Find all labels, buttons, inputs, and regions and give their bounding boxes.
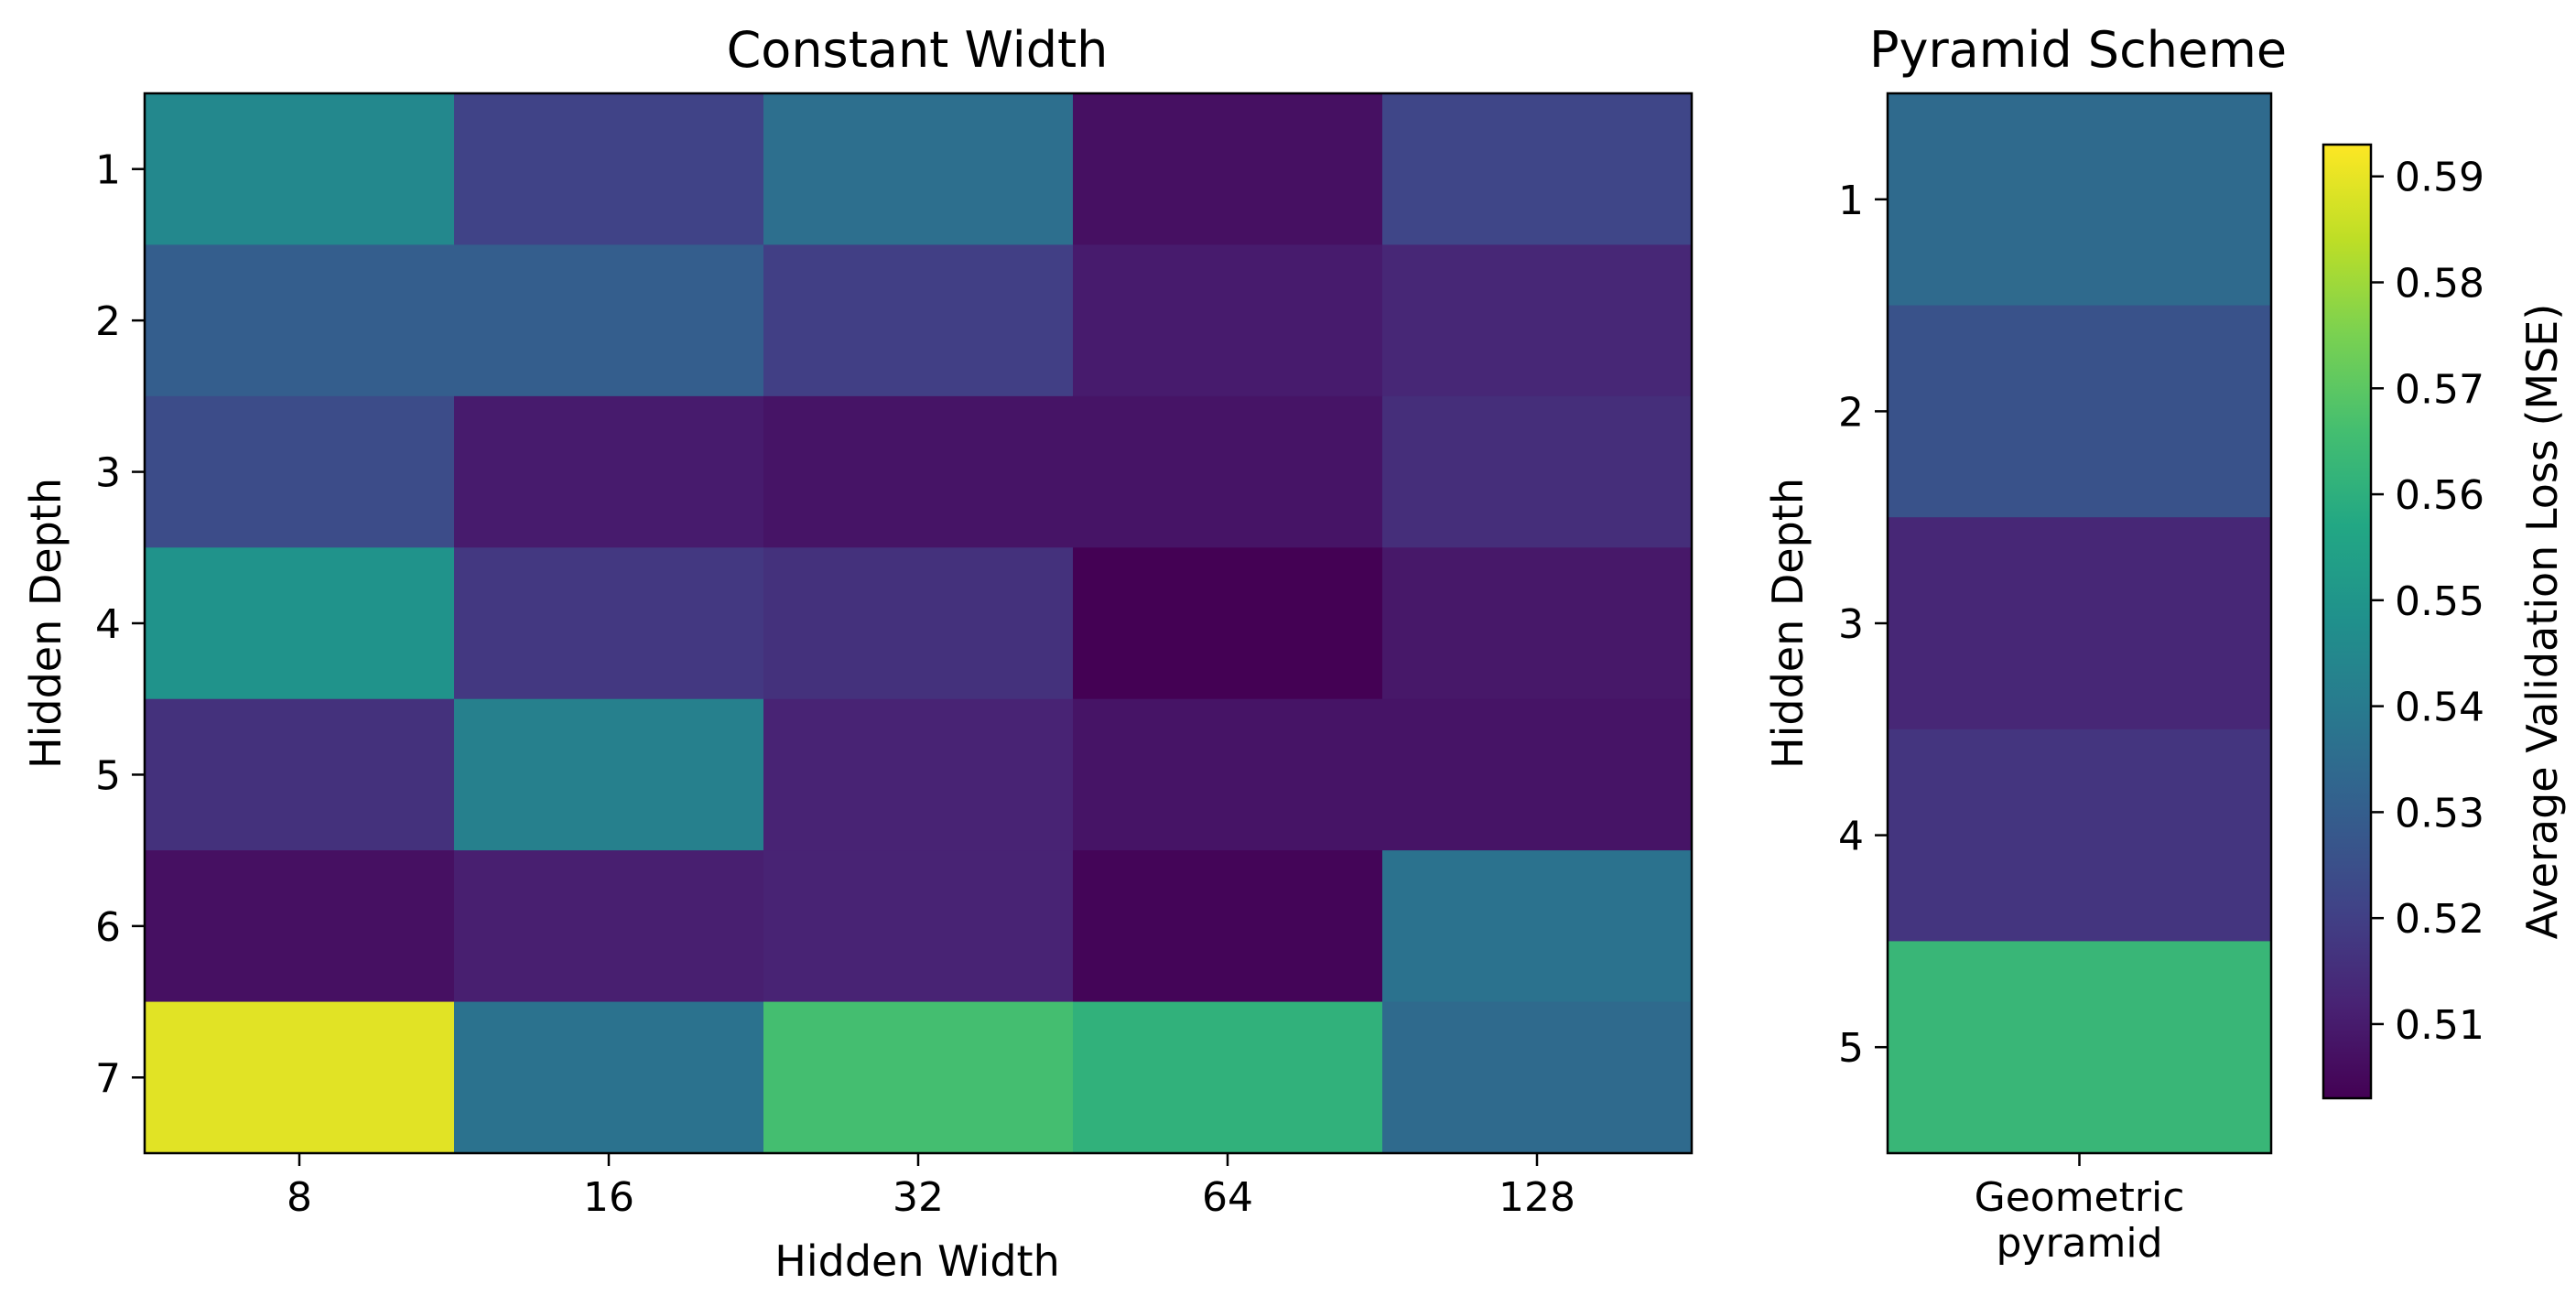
- cell-r6-c5: [1382, 850, 1693, 1003]
- colorbar-tick-label: 0.55: [2395, 578, 2484, 625]
- constant-width-x-label: Hidden Width: [774, 1236, 1060, 1286]
- x-tick-label: 16: [583, 1174, 634, 1221]
- x-tick-label: 64: [1202, 1174, 1253, 1221]
- cell-r4-c4: [1073, 547, 1383, 700]
- cell-r3-c5: [1382, 395, 1693, 548]
- y-tick-label: 1: [95, 147, 121, 194]
- pyramid-scheme-cells: [1888, 93, 2272, 1154]
- cell-r2-c3: [763, 244, 1074, 397]
- cell-r4-c1: [145, 547, 455, 700]
- constant-width-y-label: Hidden Depth: [21, 478, 70, 769]
- y-tick-label: 4: [1838, 814, 1864, 860]
- colorbar-tick-label: 0.59: [2395, 155, 2484, 201]
- y-tick-label: 3: [1838, 601, 1864, 648]
- y-tick-label: 5: [1838, 1025, 1864, 1072]
- y-tick-label: 4: [95, 601, 121, 648]
- cell-r7-c1: [145, 1001, 455, 1154]
- colorbar-frame: [2322, 143, 2373, 1100]
- y-tick-label: 3: [95, 450, 121, 497]
- colorbar-tick-label: 0.53: [2395, 790, 2484, 836]
- cell-r7-c4: [1073, 1001, 1383, 1154]
- cell-r7-c5: [1382, 1001, 1693, 1154]
- cell-r2-c1: [145, 244, 455, 397]
- constant-width-y-ticks: 1 2 3 4 5 6 7: [95, 147, 145, 1102]
- cell-r1-c4: [1073, 93, 1383, 246]
- cell-r5-c1: [145, 698, 455, 851]
- y-tick-label: 1: [1838, 178, 1864, 224]
- y-tick-label: 6: [95, 904, 121, 951]
- pyramid-scheme-title: Pyramid Scheme: [1869, 21, 2287, 79]
- cell-r5-c2: [454, 698, 764, 851]
- constant-width-heatmap: Constant Width 1 2 3 4 5 6 7 8 16 32 64 128 Hidden…: [21, 21, 1694, 1286]
- y-tick-label: 2: [95, 298, 121, 345]
- cell-r2-c2: [454, 244, 764, 397]
- cell-r6-c4: [1073, 850, 1383, 1003]
- cell-r6-c3: [763, 850, 1074, 1003]
- colorbar-tick-label: 0.52: [2395, 896, 2484, 943]
- cell-r2-c5: [1382, 244, 1693, 397]
- colorbar-tick-label: 0.51: [2395, 1002, 2484, 1049]
- y-tick-label: 5: [95, 752, 121, 799]
- constant-width-cells: [145, 93, 1693, 1154]
- cell-r3-c4: [1073, 395, 1383, 548]
- cell-r1-c2: [454, 93, 764, 246]
- cell-r2-c4: [1073, 244, 1383, 397]
- cell-r4-c2: [454, 547, 764, 700]
- x-tick-label: pyramid: [1996, 1220, 2162, 1267]
- colorbar-tick-label: 0.57: [2395, 366, 2484, 413]
- cell-r7-c3: [763, 1001, 1074, 1154]
- colorbar-tick-label: 0.58: [2395, 261, 2484, 308]
- x-tick-label: 32: [893, 1174, 944, 1221]
- cell-r4-c1: [1888, 729, 2272, 942]
- cell-r5-c3: [763, 698, 1074, 851]
- cell-r5-c5: [1382, 698, 1693, 851]
- cell-r1-c1: [145, 93, 455, 246]
- cell-r1-c1: [1888, 93, 2272, 307]
- cell-r3-c1: [1888, 517, 2272, 730]
- cell-r6-c1: [145, 850, 455, 1003]
- cell-r4-c5: [1382, 547, 1693, 700]
- cell-r3-c3: [763, 395, 1074, 548]
- constant-width-x-ticks: 8 16 32 64 128: [287, 1153, 1575, 1221]
- x-tick-label: 8: [287, 1174, 312, 1221]
- colorbar-gradient: [2323, 145, 2371, 1098]
- constant-width-title: Constant Width: [727, 21, 1109, 79]
- cell-r4-c3: [763, 547, 1074, 700]
- y-tick-label: 7: [95, 1055, 121, 1102]
- cell-r3-c1: [145, 395, 455, 548]
- cell-r5-c1: [1888, 941, 2272, 1154]
- colorbar-ticks: 0.51 0.52 0.53 0.54 0.55 0.56 0.57 0.58 0.59: [2371, 155, 2484, 1049]
- cell-r1-c5: [1382, 93, 1693, 246]
- colorbar: 0.51 0.52 0.53 0.54 0.55 0.56 0.57 0.58 0.59 Ave…: [2322, 143, 2567, 1100]
- cell-r3-c2: [454, 395, 764, 548]
- cell-r6-c2: [454, 850, 764, 1003]
- cell-r5-c4: [1073, 698, 1383, 851]
- x-tick-label: 128: [1499, 1174, 1575, 1221]
- pyramid-scheme-y-ticks: 1 2 3 4 5: [1838, 178, 1888, 1072]
- colorbar-tick-label: 0.54: [2395, 685, 2484, 731]
- colorbar-label: Average Validation Loss (MSE): [2517, 304, 2567, 940]
- colorbar-tick-label: 0.56: [2395, 472, 2484, 519]
- x-tick-label: Geometric: [1975, 1174, 2185, 1221]
- cell-r7-c2: [454, 1001, 764, 1154]
- y-tick-label: 2: [1838, 389, 1864, 436]
- cell-r2-c1: [1888, 305, 2272, 518]
- cell-r1-c3: [763, 93, 1074, 246]
- pyramid-scheme-y-label: Hidden Depth: [1763, 478, 1813, 769]
